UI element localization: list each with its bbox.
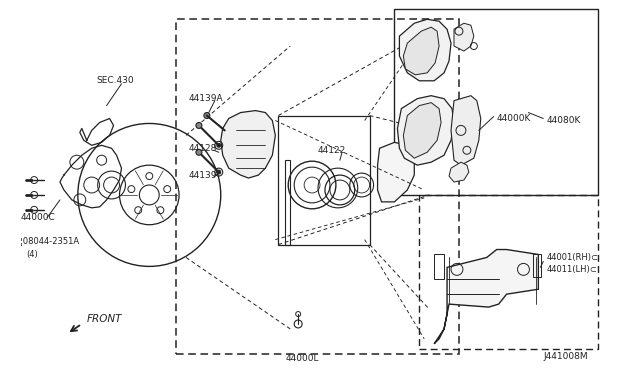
Text: 44000C: 44000C (20, 213, 55, 222)
Circle shape (196, 149, 202, 155)
Circle shape (204, 113, 210, 119)
Bar (275, 116, 355, 244)
Polygon shape (397, 96, 454, 165)
Circle shape (217, 143, 221, 147)
Text: 44122: 44122 (318, 146, 346, 155)
Bar (533, 254, 541, 277)
Bar (176, 19, 459, 354)
Text: 44000L: 44000L (285, 354, 319, 363)
Text: 44139A: 44139A (189, 94, 223, 103)
Polygon shape (454, 23, 474, 51)
Bar (434, 254, 444, 279)
Bar (419, 195, 598, 349)
Polygon shape (403, 103, 441, 158)
Text: J441008M: J441008M (543, 352, 588, 361)
Text: 44139: 44139 (189, 171, 218, 180)
Polygon shape (449, 162, 469, 182)
Polygon shape (221, 110, 275, 178)
Polygon shape (434, 250, 538, 344)
Text: ¦08044-2351A: ¦08044-2351A (20, 237, 79, 246)
Text: 44000K: 44000K (497, 114, 531, 123)
Text: 44011(LH)⊂: 44011(LH)⊂ (547, 265, 597, 274)
Polygon shape (403, 27, 439, 75)
Text: (4): (4) (26, 250, 38, 259)
Polygon shape (399, 19, 451, 81)
Bar (285, 160, 290, 244)
Polygon shape (378, 142, 414, 202)
Bar (394, 9, 598, 195)
Circle shape (217, 170, 221, 174)
Text: SEC.430: SEC.430 (97, 76, 134, 85)
Circle shape (196, 122, 202, 128)
Text: 44080K: 44080K (547, 116, 580, 125)
Bar (278, 116, 370, 244)
Text: 44001(RH)⊂: 44001(RH)⊂ (547, 253, 598, 262)
Text: FRONT: FRONT (87, 314, 122, 324)
Text: 44128: 44128 (189, 144, 218, 153)
Polygon shape (451, 96, 481, 165)
